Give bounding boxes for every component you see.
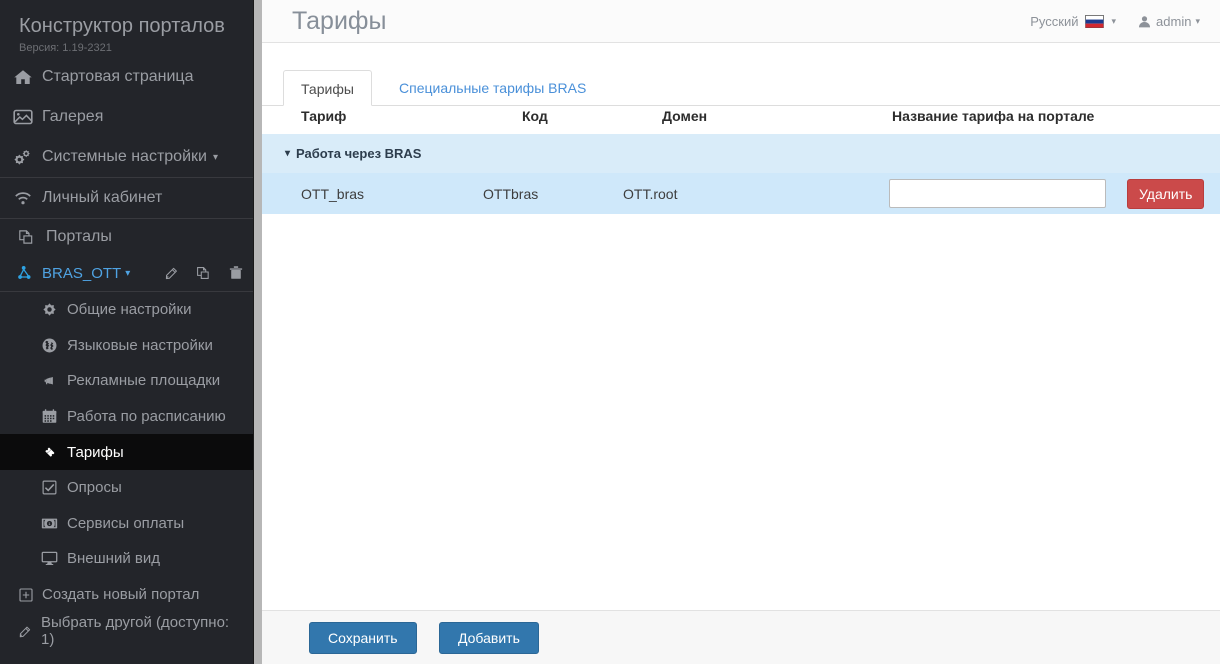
svg-text:1: 1 bbox=[49, 522, 51, 526]
